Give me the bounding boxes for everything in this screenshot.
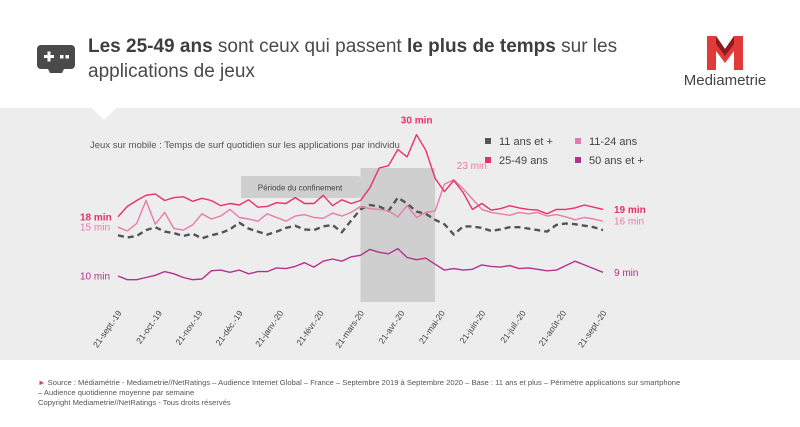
title-part: le plus de temps xyxy=(406,36,556,57)
series-line-1 xyxy=(117,179,604,232)
legend-label: 25-49 ans xyxy=(499,155,548,167)
legend-swatch xyxy=(575,138,581,145)
mediametrie-logo: Mediametrie xyxy=(670,36,780,92)
legend-label: 50 ans et + xyxy=(589,155,644,167)
x-tick-label: 21-sept.-20 xyxy=(576,308,609,349)
copyright: Copyright Mediametrie//NetRatings - Tous… xyxy=(38,398,231,407)
source-line-2: – Audience quotidienne moyenne par semai… xyxy=(38,388,195,397)
series-start-label-3: 10 min xyxy=(80,272,110,283)
legend-label: 11 ans et + xyxy=(499,136,553,148)
series-line-2 xyxy=(117,134,604,218)
series-start-label-2: 18 min xyxy=(80,212,112,223)
series-line-0 xyxy=(117,196,604,240)
x-tick-label: 21-janv.-20 xyxy=(253,308,285,348)
legend-swatch xyxy=(485,138,491,145)
series-line-3 xyxy=(117,247,604,281)
title-part: Les 25-49 ans xyxy=(88,36,213,57)
x-tick-label: 21-nov.-19 xyxy=(173,308,204,347)
x-tick-label: 21-févr.-20 xyxy=(294,308,326,347)
x-tick-label: 21-sept.-19 xyxy=(91,308,124,349)
gamepad-icon xyxy=(37,45,75,73)
confinement-label-box xyxy=(241,176,359,198)
logo-text: Mediametrie xyxy=(683,72,767,89)
footer: ► Source : Médiamétrie - Mediametrie//Ne… xyxy=(38,378,778,408)
series-start-label-1: 15 min xyxy=(80,223,110,234)
source-text-1: Source : Médiamétrie - Mediametrie//NetR… xyxy=(47,378,681,387)
legend-swatch xyxy=(485,157,491,164)
chart-legend: 11 ans et + 11-24 ans 25-49 ans 50 ans e… xyxy=(485,136,715,176)
legend-item-50-plus: 50 ans et + xyxy=(575,155,644,167)
series-end-label-1: 16 min xyxy=(614,217,644,228)
x-tick-label: 21-mars-20 xyxy=(333,308,366,350)
series-end-label-2: 19 min xyxy=(614,205,646,216)
legend-label: 11-24 ans xyxy=(589,136,638,148)
confinement-label-arrow xyxy=(359,176,367,198)
confinement-label: Période du confinement xyxy=(258,184,343,193)
confinement-band xyxy=(360,168,436,302)
title-part: sont ceux qui passent xyxy=(212,36,407,57)
chart-title: Jeux sur mobile : Temps de surf quotidie… xyxy=(90,140,400,151)
panel-notch xyxy=(92,108,116,120)
line-chart: Période du confinement 15 min 16 min 18 min… xyxy=(80,116,646,350)
legend-item-11-plus: 11 ans et + xyxy=(485,136,553,148)
legend-item-11-24: 11-24 ans xyxy=(575,136,637,148)
title-part: sur les applications de jeux xyxy=(88,36,618,82)
x-tick-label: 21-mai-20 xyxy=(417,308,447,345)
legend-item-25-49: 25-49 ans xyxy=(485,155,548,167)
annotation-0: 30 min xyxy=(401,116,433,127)
series-end-label-3: 9 min xyxy=(614,268,638,279)
x-tick-label: 21-déc.-19 xyxy=(213,308,245,347)
mediametrie-logo-mark xyxy=(707,36,743,70)
x-tick-label: 21-oct.-19 xyxy=(134,308,164,345)
arrow-icon: ► xyxy=(38,378,46,387)
x-tick-label: 21-août-20 xyxy=(536,308,568,348)
header: Les 25-49 ans sont ceux qui passent le p… xyxy=(0,0,800,108)
legend-swatch xyxy=(575,157,581,164)
x-tick-label: 21-avr.-20 xyxy=(376,308,406,345)
page-title: Les 25-49 ans sont ceux qui passent le p… xyxy=(88,34,668,84)
x-tick-label: 21-juil.-20 xyxy=(498,308,528,345)
x-tick-label: 21-juin-20 xyxy=(458,308,488,345)
annotation-1: 23 min xyxy=(457,161,487,172)
source-line-1: ► Source : Médiamétrie - Mediametrie//Ne… xyxy=(38,378,778,388)
